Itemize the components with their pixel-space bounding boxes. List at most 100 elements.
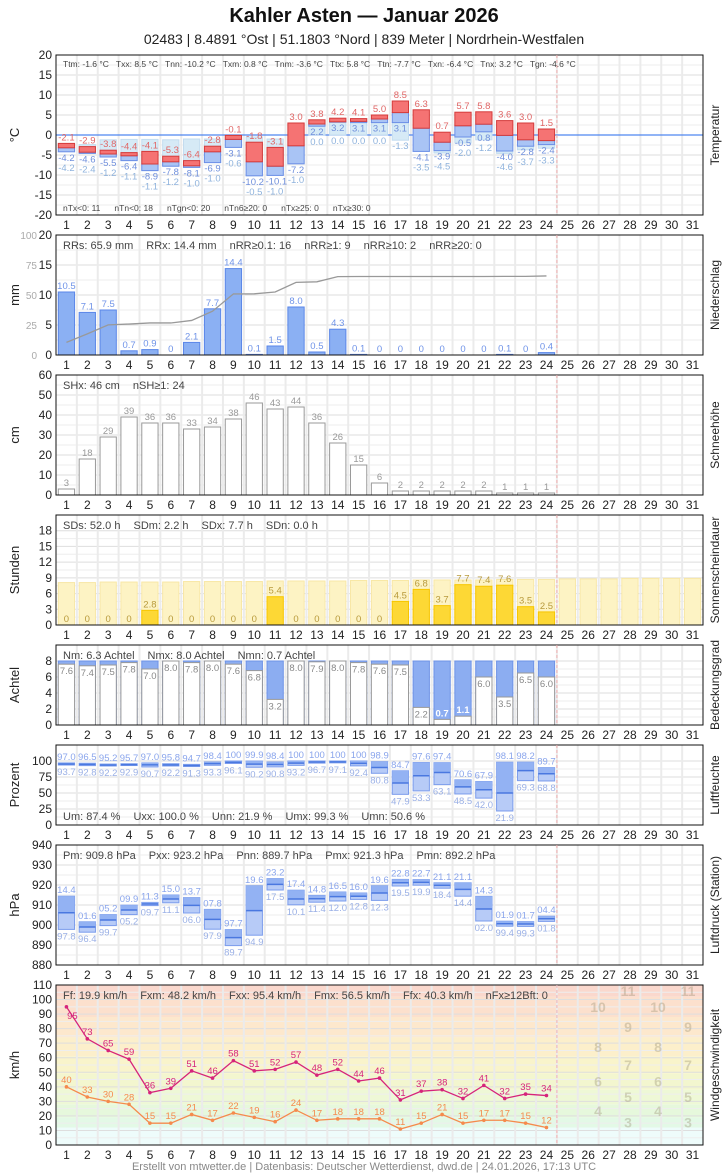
snow-bar	[433, 490, 451, 496]
x-tick-label: 28	[623, 1148, 637, 1162]
beaufort-band	[56, 1104, 703, 1118]
sunshine-bar	[475, 585, 493, 626]
y-tick-label: 10	[39, 88, 53, 102]
beaufort-number: 11	[681, 983, 696, 999]
stat-text: SDx: 7.7 h	[202, 520, 253, 532]
x-tick-label: 19	[435, 358, 449, 372]
stat-text: nTx≥25: 0	[281, 203, 319, 213]
sunshine-label: 7.7	[456, 574, 469, 585]
cloud-label: 7.6	[227, 666, 240, 677]
gust-label: 65	[103, 1038, 114, 1049]
x-tick-label: 29	[644, 1148, 658, 1162]
x-tick-label: 28	[623, 498, 637, 512]
beaufort-band-calm	[56, 1127, 703, 1145]
panel-frame	[55, 54, 704, 216]
gust-label: 34	[541, 1084, 552, 1095]
x-tick-label: 10	[248, 728, 262, 742]
y-axis-label: hPa	[7, 893, 22, 917]
mean-wind-label: 15	[458, 1111, 469, 1122]
precip-bar	[57, 291, 76, 356]
x-tick-label: 3	[105, 828, 112, 842]
gust-point	[189, 1069, 194, 1073]
cloud-label: 7.8	[122, 665, 135, 676]
beaufort-number: 9	[684, 1019, 692, 1035]
stat-text: RRx: 14.4 mm	[146, 240, 216, 252]
x-tick-label: 31	[686, 728, 700, 742]
precip-label: 10.5	[57, 281, 76, 292]
gust-label: 73	[82, 1027, 93, 1038]
x-tick-label: 20	[456, 1148, 470, 1162]
gust-label: 41	[479, 1073, 490, 1084]
y-tick-label: 50	[39, 388, 53, 402]
max-label: 100	[309, 750, 325, 761]
x-tick-label: 28	[623, 218, 637, 232]
x-tick-label: 30	[665, 1148, 679, 1162]
x-tick-label: 6	[167, 728, 174, 742]
sunshine-label: 5.4	[269, 586, 282, 597]
min-label: 53.3	[412, 793, 431, 804]
upper-range-bar	[162, 895, 179, 899]
x-tick-label: 10	[248, 498, 262, 512]
stat-text: nRR≥20: 0	[429, 240, 482, 252]
precip-label: 0.1	[498, 343, 511, 354]
stat-text: nRR≥0.1: 16	[230, 240, 292, 252]
x-tick-label: 6	[167, 1148, 174, 1162]
mean-wind-point	[502, 1118, 507, 1123]
snow-label: 15	[353, 454, 364, 465]
sunshine-label: 0	[252, 614, 257, 625]
x-tick-label: 8	[209, 218, 216, 232]
y2-tick-label: 50	[26, 291, 38, 302]
tmin-bar	[224, 138, 243, 148]
x-tick-label: 8	[209, 1148, 216, 1162]
min-label: 80.8	[370, 775, 389, 786]
x-tick-label: 20	[456, 968, 470, 982]
min-label: 01.8	[537, 923, 556, 934]
panel-sonnenscheindauer	[55, 514, 704, 626]
precip-label: 0.5	[310, 341, 323, 352]
min-label: 42.0	[475, 800, 494, 811]
max-label: 14.3	[475, 885, 494, 896]
max-label: 11.3	[141, 891, 159, 902]
gust-label: 59	[124, 1047, 135, 1058]
precip-label: 0	[419, 344, 424, 355]
x-tick-label: 26	[582, 968, 596, 982]
upper-range-bar	[350, 893, 367, 897]
snow-bar	[308, 422, 326, 496]
mean-wind-point	[210, 1118, 215, 1123]
tmin-label: 0.8	[477, 133, 490, 144]
cloud-label: 7.5	[102, 667, 115, 678]
x-tick-label: 9	[230, 828, 237, 842]
stat-text: Tnx: 3.2 °C	[480, 59, 523, 69]
min-label: 93.2	[287, 767, 306, 778]
x-tick-label: 20	[456, 628, 470, 642]
tmax-bar	[308, 119, 326, 125]
x-tick-label: 16	[373, 968, 387, 982]
y-tick-label: 40	[39, 1080, 53, 1094]
x-tick-label: 10	[248, 968, 262, 982]
snow-label: 36	[145, 412, 156, 423]
ground-min-label: -1.2	[476, 143, 492, 154]
x-tick-label: 21	[477, 218, 491, 232]
y-tick-label: 4	[45, 686, 52, 700]
gust-point	[294, 1060, 298, 1064]
max-label: 19.6	[370, 875, 389, 886]
x-tick-label: 26	[582, 218, 596, 232]
max-label: 100	[225, 750, 241, 761]
mean-wind-point	[440, 1112, 444, 1117]
x-tick-label: 23	[519, 358, 533, 372]
gust-point	[356, 1079, 361, 1083]
y-tick-label: 40	[39, 408, 53, 422]
max-label: 98.9	[370, 751, 389, 762]
min-label: 69.3	[516, 783, 535, 794]
ground-min-label: -1.2	[100, 168, 116, 179]
x-tick-label: 24	[540, 728, 554, 742]
possible-sunshine-bar	[579, 578, 597, 626]
gust-label: 57	[291, 1050, 302, 1061]
min-label: 89.7	[224, 948, 243, 959]
stat-text: Pmx: 921.3 hPa	[325, 850, 404, 862]
tmax-label: 1.5	[540, 118, 553, 129]
x-tick-label: 2	[84, 728, 91, 742]
upper-range-bar	[329, 892, 346, 897]
max-label: 97.7	[224, 919, 243, 930]
snow-bar	[329, 442, 347, 496]
